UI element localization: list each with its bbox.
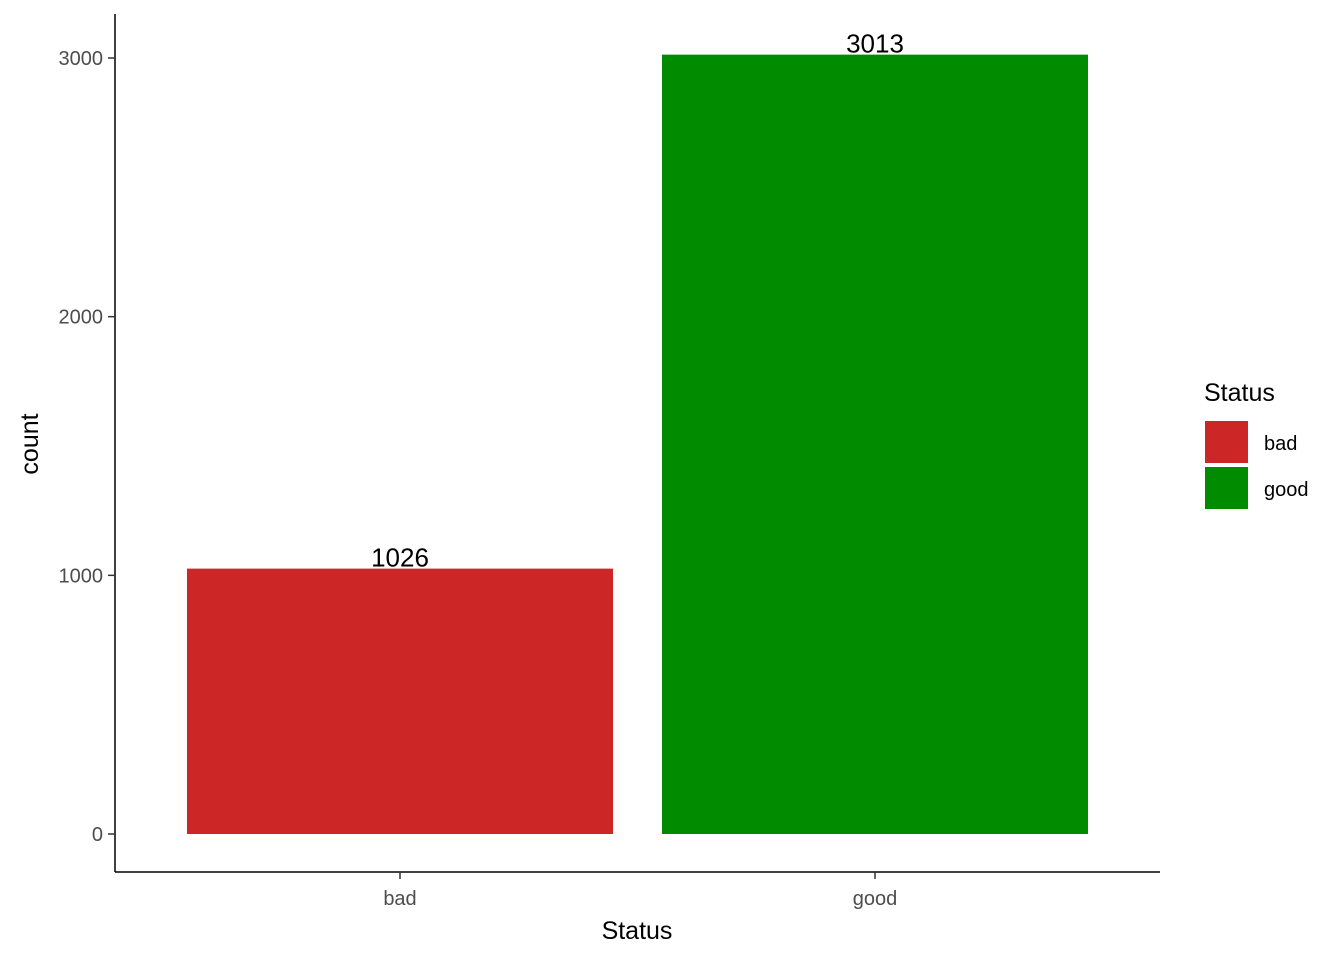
legend-label-bad: bad [1264, 433, 1297, 455]
y-tick-label: 1000 [59, 565, 104, 587]
y-tick-label: 0 [92, 824, 103, 846]
x-tick-label-bad: bad [383, 888, 416, 910]
bar-good [662, 54, 1088, 835]
bars-layer [187, 54, 1088, 835]
y-axis: 0 1000 2000 3000 [59, 14, 116, 872]
x-tick-label-good: good [853, 888, 898, 910]
bar-bad [187, 568, 613, 834]
legend-key-good [1205, 467, 1248, 509]
legend-key-bad [1205, 421, 1248, 463]
x-axis-title: Status [602, 917, 673, 945]
legend-label-good: good [1264, 479, 1309, 501]
legend-title: Status [1204, 379, 1275, 407]
legend: Status bad good [1204, 379, 1309, 509]
data-label-bad: 1026 [371, 543, 429, 573]
y-tick-label: 2000 [59, 307, 104, 329]
y-axis-title: count [16, 413, 44, 474]
data-label-good: 3013 [846, 29, 904, 59]
y-tick-label: 3000 [59, 48, 104, 70]
x-axis: bad good [115, 871, 1160, 910]
data-labels-layer: 1026 3013 [371, 29, 904, 573]
